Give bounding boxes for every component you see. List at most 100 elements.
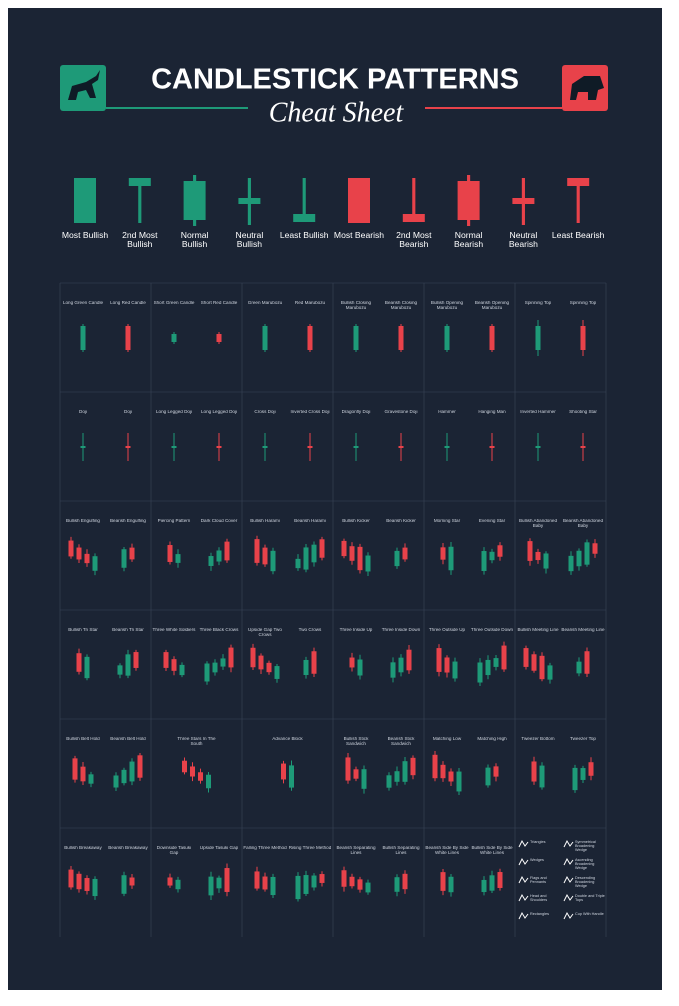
candle-body <box>457 181 480 220</box>
candle-body <box>208 556 214 566</box>
candle-body <box>580 326 586 350</box>
pattern-label: Bearish Opening Marubozu <box>474 301 510 310</box>
candle-body <box>584 542 590 565</box>
candle-body <box>493 766 499 777</box>
label-box: Head and Shoulders <box>530 894 547 902</box>
pattern-label: Three Black Crows <box>199 628 239 632</box>
pattern-label: Wedges <box>530 858 544 862</box>
candle-body <box>216 334 222 342</box>
label-box: Most Bearish <box>334 231 384 240</box>
candle-body <box>402 761 408 782</box>
candle-body <box>539 765 545 788</box>
pattern-label: Bullish Belt Hold <box>66 737 100 741</box>
label-box: Normal Bullish <box>181 231 209 249</box>
candle-body <box>386 775 392 788</box>
candle-body <box>539 655 545 680</box>
candle-body <box>341 540 347 557</box>
label-box: Cup With Handle <box>575 912 604 916</box>
candle-body <box>452 661 458 679</box>
pattern-label: Inverted Cross Doji <box>290 410 330 414</box>
label-box: Piercing Pattern <box>158 519 191 523</box>
pattern-label: Most Bullish <box>61 231 109 240</box>
candle-body <box>307 326 313 350</box>
label-box: Upside Tasuki Gap <box>200 846 238 850</box>
label-box: Long Legged Doji <box>201 410 237 414</box>
pattern-label: Bearish Meeting Line <box>561 628 605 632</box>
pattern-label: Long Red Candle <box>110 301 146 305</box>
pattern-label: Inverted Hammer <box>520 410 556 414</box>
pattern-label: Gravestone Doji <box>384 410 418 414</box>
candle-body <box>572 767 578 791</box>
label-box: Long Legged Doji <box>156 410 192 414</box>
pattern-label: Shooting Star <box>569 410 597 414</box>
candle-body <box>357 879 363 890</box>
pattern-label: Bullish Harami <box>250 519 280 523</box>
candle-body <box>190 766 195 777</box>
chart-icon <box>518 875 529 884</box>
label-box: Symmetrical Broadening Wedge <box>575 840 596 852</box>
candle-body <box>262 326 268 350</box>
pattern-label: Hammer <box>438 410 456 414</box>
candle-body <box>567 178 590 186</box>
pattern-label: Dark Cloud Cover <box>200 519 238 523</box>
candle-body <box>224 541 230 561</box>
pattern-label: Advance Block <box>272 737 303 741</box>
candle-body <box>84 553 90 564</box>
candle-body <box>394 877 400 892</box>
candle-body <box>167 545 173 562</box>
candle-body <box>547 665 553 680</box>
candle-body <box>448 771 454 782</box>
label-box: Hanging Man <box>478 410 505 414</box>
label-box: Bearish Breakaway <box>108 846 148 850</box>
candle-body <box>262 446 268 448</box>
candle-body <box>183 181 206 220</box>
candle-body <box>489 875 495 891</box>
pattern-label: Bearish Tri Star <box>112 628 144 632</box>
candle-body <box>254 539 260 563</box>
candle-body <box>485 659 491 676</box>
candle-body <box>576 550 582 567</box>
candle-body <box>92 878 98 897</box>
label-box: Least Bullish <box>280 231 329 240</box>
candle-body <box>295 875 301 900</box>
pattern-label: Dragonfly Doji <box>341 410 371 414</box>
candle-body <box>353 326 359 350</box>
candle-body <box>258 655 264 670</box>
label-box: Advance Block <box>272 737 303 741</box>
label-box: Bearish Kicker <box>386 519 416 523</box>
pattern-label: Neutral Bullish <box>235 231 264 250</box>
candle-body <box>250 647 256 668</box>
pattern-label: Three White Soldiers <box>152 628 196 632</box>
candle-body <box>365 882 371 893</box>
label-box: Neutral Bullish <box>235 231 264 250</box>
candle-body <box>80 326 86 350</box>
label-box: 2nd Most Bullish <box>122 231 157 249</box>
candle-body <box>254 871 260 889</box>
candle-body <box>266 662 272 673</box>
label-box: Three Stars In The South <box>177 737 215 746</box>
candle-body <box>588 762 594 776</box>
label-box: Morning Star <box>434 519 460 523</box>
candle-body <box>72 758 78 780</box>
label-box: Shooting Star <box>569 410 597 414</box>
label-box: Triangles <box>530 840 545 844</box>
pattern-label: Bullish Breakaway <box>64 846 102 850</box>
candle-body <box>137 755 143 778</box>
label-box: Two Crows <box>299 628 322 632</box>
label-box: Red Marubozu <box>295 301 325 305</box>
pattern-label: Bullish Abandoned Baby <box>518 519 558 528</box>
pattern-label: Falling Three Method <box>243 846 287 850</box>
candle-body <box>129 761 135 782</box>
pattern-label: Green Marubozu <box>247 301 283 305</box>
candle-body <box>117 665 123 675</box>
candle-body <box>444 326 450 350</box>
candle-body <box>76 873 82 890</box>
candle-body <box>390 662 396 678</box>
pattern-label: 2nd Most Bearish <box>396 231 432 250</box>
label-box: Rectangles <box>530 912 549 916</box>
candle-body <box>349 546 355 561</box>
candle-body <box>523 648 529 667</box>
label-box: Three Outside Up <box>429 628 465 632</box>
candle-body <box>402 547 408 560</box>
candle-body <box>303 875 309 894</box>
